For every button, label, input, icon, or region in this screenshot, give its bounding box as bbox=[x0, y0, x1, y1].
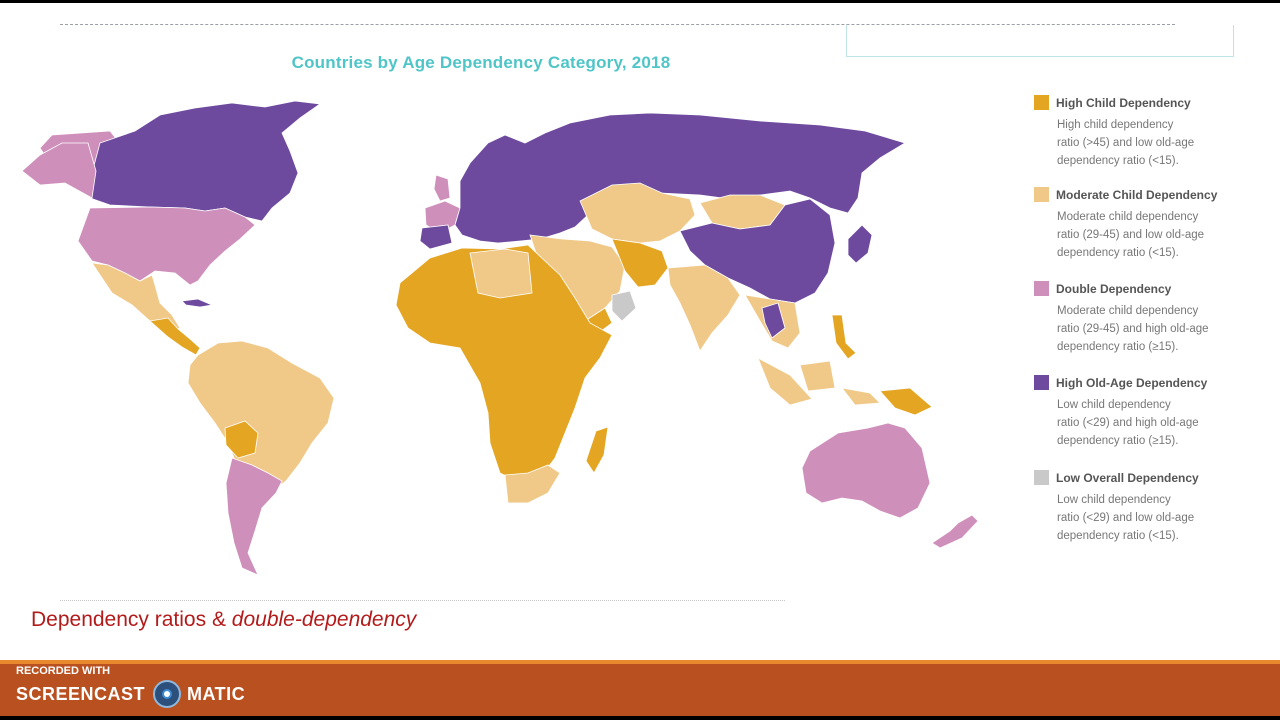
recorder-brand[interactable]: SCREENCAST MATIC bbox=[16, 680, 245, 708]
legend-description-line: High child dependency bbox=[1057, 119, 1174, 131]
legend-item-description: Moderate child dependency ratio (29-45) a… bbox=[1057, 208, 1237, 262]
legend-item-head: High Old-Age Dependency bbox=[1034, 375, 1264, 390]
legend-item-head: Double Dependency bbox=[1034, 281, 1264, 296]
legend-description-line: ratio (<29) and high old-age bbox=[1057, 417, 1199, 429]
region-mexico bbox=[91, 262, 181, 334]
region-new-zealand bbox=[931, 514, 979, 549]
legend-item-description: Low child dependency ratio (<29) and high… bbox=[1057, 396, 1237, 450]
region-indonesia bbox=[757, 357, 881, 406]
legend-item-head: High Child Dependency bbox=[1034, 95, 1264, 110]
region-cuba bbox=[181, 298, 214, 308]
world-map bbox=[21, 100, 979, 576]
caption-plain: Dependency ratios & bbox=[31, 608, 232, 631]
region-southern-africa bbox=[504, 464, 561, 504]
region-south-america bbox=[187, 340, 335, 504]
legend-swatch bbox=[1034, 187, 1049, 202]
region-afpak bbox=[611, 238, 669, 288]
legend-item: Low Overall Dependency Low child dependen… bbox=[1034, 470, 1264, 545]
legend-description-line: ratio (29-45) and high old-age bbox=[1057, 323, 1209, 335]
slide-caption: Dependency ratios & double-dependency bbox=[31, 608, 416, 632]
legend-item-title: High Child Dependency bbox=[1056, 95, 1191, 110]
legend-description-line: ratio (29-45) and low old-age bbox=[1057, 229, 1205, 241]
legend-description-line: dependency ratio (<15). bbox=[1057, 155, 1179, 167]
region-europe-russia bbox=[454, 112, 906, 244]
region-gulf bbox=[611, 290, 637, 322]
region-alaska bbox=[21, 142, 97, 199]
legend-swatch bbox=[1034, 95, 1049, 110]
region-australia bbox=[801, 422, 931, 519]
caption-italic: double-dependency bbox=[231, 608, 417, 631]
legend-item-description: High child dependency ratio (>45) and low… bbox=[1057, 116, 1237, 170]
region-southern-cone bbox=[225, 457, 283, 576]
legend-description-line: dependency ratio (<15). bbox=[1057, 247, 1179, 259]
recorder-bar: RECORDED WITH SCREENCAST MATIC bbox=[0, 660, 1280, 716]
legend-item-head: Low Overall Dependency bbox=[1034, 470, 1264, 485]
legend-description-line: Moderate child dependency bbox=[1057, 305, 1199, 317]
region-bolivia bbox=[224, 420, 259, 459]
region-japan bbox=[847, 224, 873, 264]
legend-description-line: dependency ratio (<15). bbox=[1057, 530, 1179, 542]
region-thailand bbox=[761, 302, 786, 339]
legend-item: Moderate Child Dependency Moderate child … bbox=[1034, 187, 1264, 262]
top-divider bbox=[60, 24, 1175, 25]
legend-description-line: Low child dependency bbox=[1057, 399, 1171, 411]
map-title: Countries by Age Dependency Category, 20… bbox=[291, 53, 671, 72]
legend-item: High Old-Age Dependency Low child depende… bbox=[1034, 375, 1264, 450]
region-north-africa bbox=[469, 248, 533, 299]
region-png bbox=[879, 387, 933, 416]
screencast-o-matic-logo-icon bbox=[153, 680, 182, 708]
legend-item-title: High Old-Age Dependency bbox=[1056, 375, 1208, 390]
footnote-divider bbox=[60, 600, 785, 601]
legend-swatch bbox=[1034, 375, 1049, 390]
region-uk bbox=[433, 174, 451, 202]
region-iberia bbox=[419, 224, 453, 250]
legend-item-title: Low Overall Dependency bbox=[1056, 470, 1199, 485]
legend-description-line: ratio (<29) and low old-age bbox=[1057, 512, 1195, 524]
legend-description-line: dependency ratio (≥15). bbox=[1057, 435, 1179, 447]
brand-left: SCREENCAST bbox=[16, 683, 146, 704]
legend-description-line: Low child dependency bbox=[1057, 494, 1171, 506]
slide-screen: Countries by Age Dependency Category, 20… bbox=[0, 3, 1280, 660]
region-africa bbox=[395, 244, 613, 484]
legend-description-line: ratio (>45) and low old-age bbox=[1057, 137, 1195, 149]
legend-item-title: Moderate Child Dependency bbox=[1056, 187, 1218, 202]
legend-item-title: Double Dependency bbox=[1056, 281, 1172, 296]
legend-item-head: Moderate Child Dependency bbox=[1034, 187, 1264, 202]
legend-item-description: Moderate child dependency ratio (29-45) a… bbox=[1057, 302, 1237, 356]
region-madagascar bbox=[585, 426, 609, 474]
legend-description-line: dependency ratio (≥15). bbox=[1057, 341, 1179, 353]
region-canada bbox=[89, 100, 322, 222]
region-central-america bbox=[149, 317, 201, 356]
region-philippines bbox=[831, 314, 857, 360]
legend-item: Double Dependency Moderate child dependen… bbox=[1034, 281, 1264, 356]
region-india bbox=[667, 264, 741, 352]
recorded-with-label: RECORDED WITH bbox=[16, 665, 111, 677]
legend-swatch bbox=[1034, 281, 1049, 296]
legend-item-description: Low child dependency ratio (<29) and low … bbox=[1057, 491, 1237, 545]
region-central-asia bbox=[579, 182, 696, 244]
legend-description-line: Moderate child dependency bbox=[1057, 211, 1199, 223]
legend-swatch bbox=[1034, 470, 1049, 485]
legend-item: High Child Dependency High child dependen… bbox=[1034, 95, 1264, 170]
brand-right: MATIC bbox=[187, 683, 246, 704]
top-frame bbox=[846, 25, 1234, 57]
